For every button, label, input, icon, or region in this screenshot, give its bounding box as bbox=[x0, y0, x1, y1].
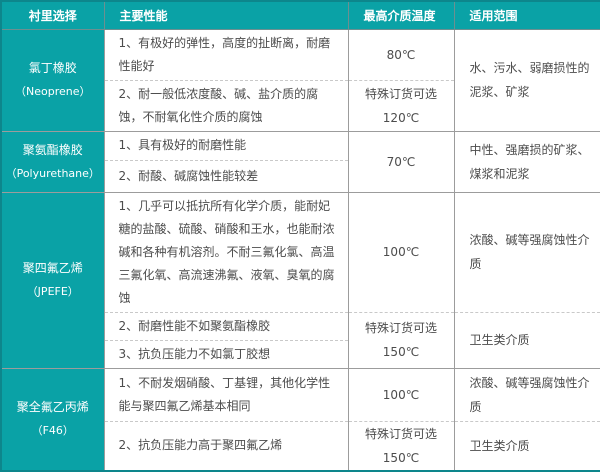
performance-cell: 1、不耐发烟硝酸、丁基锂，其他化学性能与聚四氟乙烯基本相同 bbox=[103, 367, 349, 421]
temperature-cell: 特殊订货可选 150℃ bbox=[347, 311, 455, 368]
material-cell-f46: 聚全氟乙丙烯 （F46） bbox=[0, 367, 105, 471]
performance-cell: 3、抗负压能力不如氯丁胶想 bbox=[103, 339, 349, 368]
performance-cell: 2、耐一般低浓度酸、碱、盐介质的腐蚀，不耐氧化性介质的腐蚀 bbox=[103, 79, 349, 131]
material-name-en: （Polyurethane） bbox=[5, 166, 100, 180]
material-cell-ptfe: 聚四氟乙烯 （JPEFE） bbox=[0, 191, 105, 368]
column-header-max-temperature: 最高介质温度 bbox=[347, 1, 455, 30]
column-header-performance: 主要性能 bbox=[103, 1, 349, 30]
temperature-cell: 100℃ bbox=[347, 367, 455, 421]
material-name: 聚氨酯橡胶 bbox=[22, 142, 83, 157]
column-header-lining: 衬里选择 bbox=[0, 1, 105, 30]
table-row: 3、抗负压能力不如氯丁胶想 bbox=[1, 339, 600, 368]
table-row: 聚四氟乙烯 （JPEFE） 1、几乎可以抵抗所有化学介质，能耐妃糖的盐酸、硫酸、… bbox=[0, 191, 600, 368]
column-header-application-range: 适用范围 bbox=[453, 1, 600, 30]
table-row: 氯丁橡胶 （Neoprene） 1、有极好的弹性，高度的扯断离，耐磨性能好 80… bbox=[0, 28, 600, 131]
material-name-en: （F46） bbox=[31, 424, 74, 437]
range-cell: 卫生类介质 bbox=[453, 311, 600, 368]
material-cell-polyurethane: 聚氨酯橡胶 （Polyurethane） bbox=[0, 130, 105, 192]
performance-cell: 2、耐磨性能不如聚氨酯橡胶 bbox=[103, 311, 349, 340]
material-name-en: （JPEFE） bbox=[26, 285, 79, 298]
material-cell-neoprene: 氯丁橡胶 （Neoprene） bbox=[0, 28, 105, 131]
performance-cell: 1、有极好的弹性，高度的扯断离，耐磨性能好 bbox=[103, 28, 349, 80]
range-cell: 水、污水、弱磨损性的泥浆、矿浆 bbox=[453, 28, 600, 131]
table-row: 2、耐一般低浓度酸、碱、盐介质的腐蚀，不耐氧化性介质的腐蚀 特殊订货可选 120… bbox=[1, 79, 600, 131]
performance-cell: 2、抗负压能力高于聚四氟乙烯 bbox=[103, 420, 349, 471]
temperature-cell: 特殊订货可选 120℃ bbox=[347, 79, 455, 131]
material-name: 氯丁橡胶 bbox=[28, 61, 77, 75]
temperature-cell: 100℃ bbox=[347, 191, 455, 312]
temperature-cell: 80℃ bbox=[347, 28, 455, 80]
material-name: 聚全氟乙丙烯 bbox=[16, 400, 89, 414]
range-cell: 浓酸、碱等强腐蚀性介质 bbox=[453, 367, 600, 421]
table-row: 聚全氟乙丙烯 （F46） 1、不耐发烟硝酸、丁基锂，其他化学性能与聚四氟乙烯基本… bbox=[0, 367, 600, 471]
performance-cell: 1、几乎可以抵抗所有化学介质，能耐妃糖的盐酸、硫酸、硝酸和王水，也能耐浓碱和各种… bbox=[103, 191, 349, 312]
table-row: 2、耐酸、碱腐蚀性能较差 bbox=[1, 159, 600, 192]
performance-cell: 1、具有极好的耐磨性能 bbox=[103, 130, 349, 160]
table-row: 聚氨酯橡胶 （Polyurethane） 1、具有极好的耐磨性能 70℃ 中性、… bbox=[0, 130, 600, 192]
performance-cell: 2、耐酸、碱腐蚀性能较差 bbox=[103, 159, 349, 192]
range-cell: 卫生类介质 bbox=[453, 420, 600, 471]
temperature-cell: 特殊订货可选 150℃ bbox=[347, 420, 455, 471]
material-name: 聚四氟乙烯 bbox=[22, 261, 83, 275]
range-cell: 浓酸、碱等强腐蚀性介质 bbox=[453, 191, 600, 312]
range-cell: 中性、强磨损的矿浆、煤浆和泥浆 bbox=[453, 130, 600, 192]
table-row: 2、耐磨性能不如聚氨酯橡胶 特殊订货可选 150℃ 卫生类介质 bbox=[1, 311, 600, 368]
temperature-cell: 70℃ bbox=[347, 130, 455, 192]
material-name-en: （Neoprene） bbox=[15, 85, 91, 98]
header-row: 衬里选择 主要性能 最高介质温度 适用范围 bbox=[0, 1, 600, 30]
